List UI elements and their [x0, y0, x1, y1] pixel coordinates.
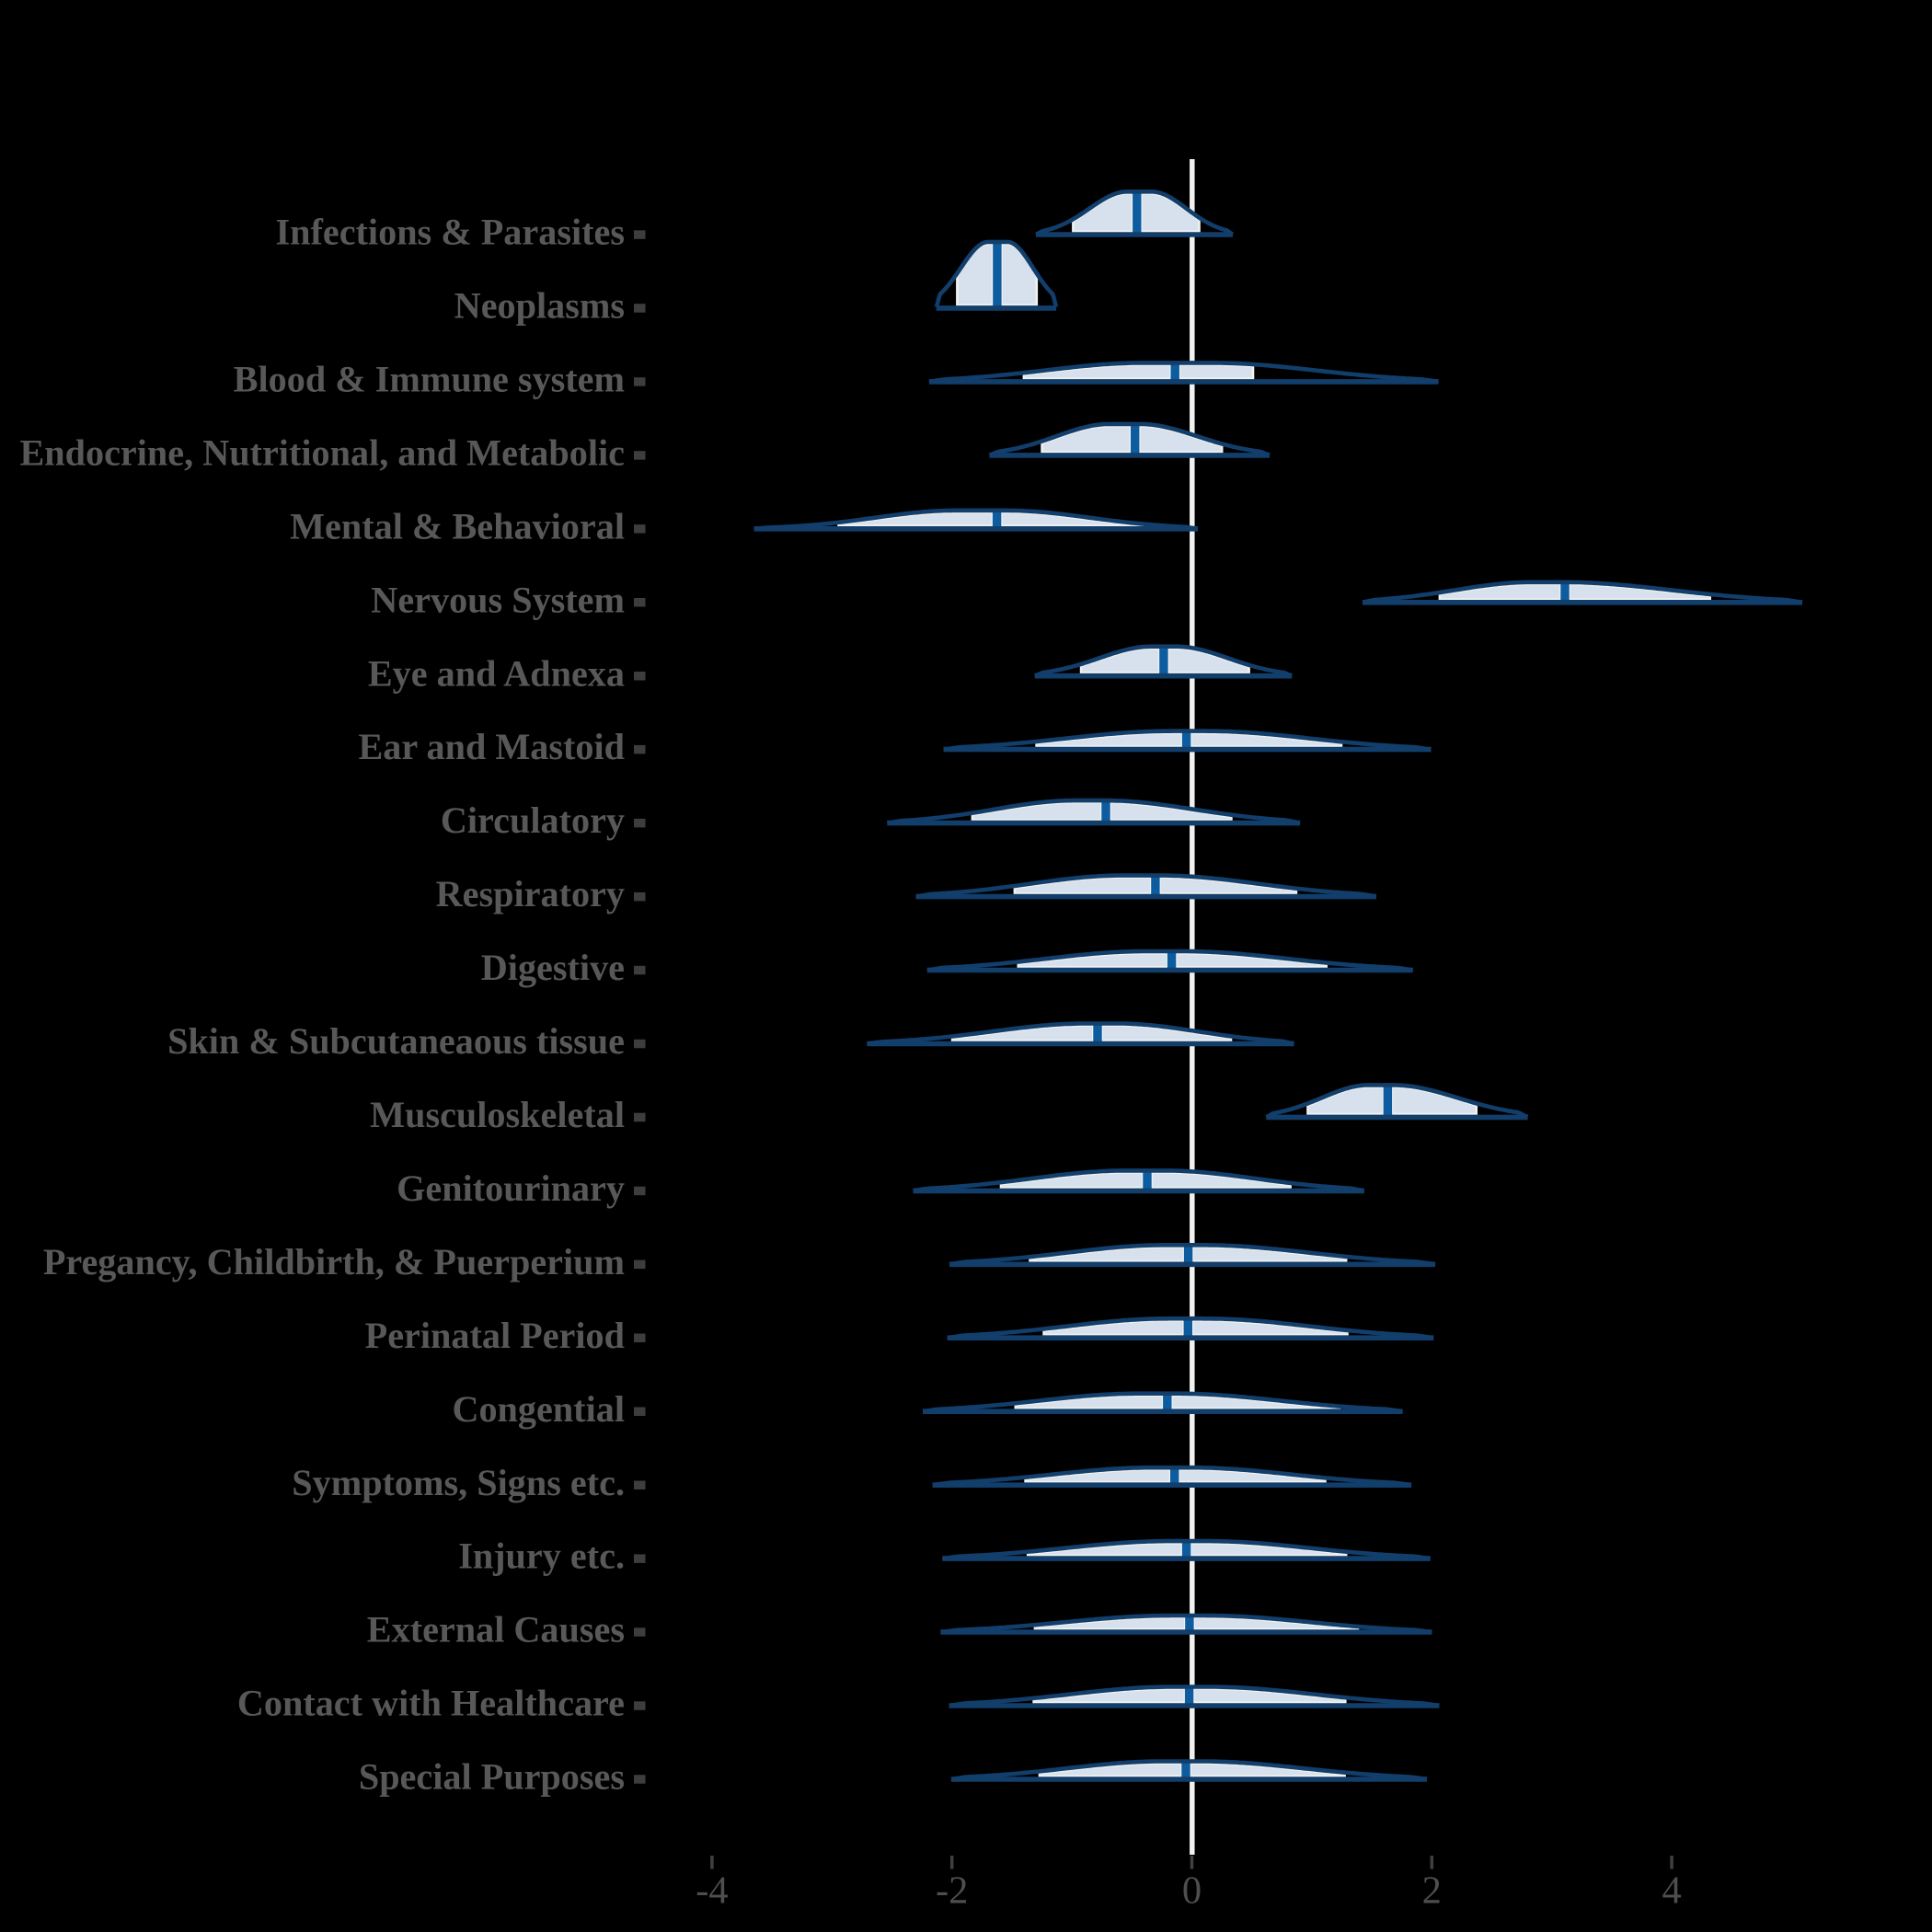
svg-text:Genitourinary: Genitourinary	[397, 1167, 625, 1209]
svg-text:-4: -4	[696, 1869, 728, 1913]
svg-text:Endocrine, Nutritional, and Me: Endocrine, Nutritional, and Metabolic	[19, 432, 625, 474]
svg-text:Congential: Congential	[452, 1388, 625, 1430]
svg-text:2: 2	[1422, 1869, 1442, 1913]
svg-text:Respiratory: Respiratory	[436, 873, 625, 914]
svg-text:Ear and Mastoid: Ear and Mastoid	[358, 726, 625, 767]
svg-text:Perinatal Period: Perinatal Period	[365, 1315, 625, 1356]
svg-text:Nervous System: Nervous System	[371, 579, 625, 620]
svg-text:External Causes: External Causes	[367, 1609, 625, 1650]
svg-text:Skin & Subcutaneaous tissue: Skin & Subcutaneaous tissue	[167, 1020, 625, 1062]
svg-text:Injury etc.: Injury etc.	[458, 1535, 625, 1577]
svg-text:Digestive: Digestive	[481, 947, 625, 988]
svg-text:Special Purposes: Special Purposes	[359, 1756, 625, 1798]
svg-text:Blood & Immune system: Blood & Immune system	[234, 359, 625, 400]
svg-text:4: 4	[1662, 1869, 1681, 1913]
svg-text:Musculoskeletal: Musculoskeletal	[370, 1094, 625, 1135]
svg-text:Neoplasms: Neoplasms	[454, 285, 625, 327]
svg-text:Eye and Adnexa: Eye and Adnexa	[368, 652, 625, 694]
svg-text:Contact with Healthcare: Contact with Healthcare	[237, 1683, 625, 1724]
svg-text:Infections & Parasites: Infections & Parasites	[276, 212, 626, 253]
svg-text:Mental & Behavioral: Mental & Behavioral	[290, 505, 625, 546]
svg-text:Pregancy, Childbirth, & Puerpe: Pregancy, Childbirth, & Puerperium	[43, 1241, 625, 1282]
svg-text:Circulatory: Circulatory	[441, 799, 625, 841]
svg-text:Symptoms, Signs etc.: Symptoms, Signs etc.	[292, 1462, 625, 1503]
svg-text:0: 0	[1182, 1869, 1202, 1913]
svg-text:-2: -2	[936, 1869, 968, 1913]
